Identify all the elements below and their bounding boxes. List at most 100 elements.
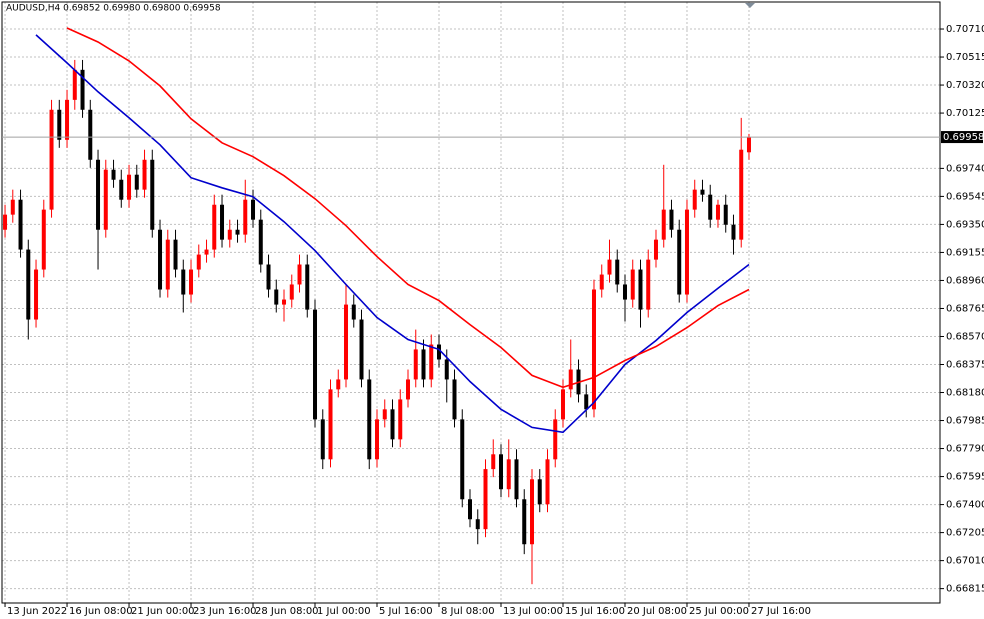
candle-body	[568, 369, 573, 390]
shift-marker	[745, 3, 755, 8]
candle-body	[638, 269, 643, 310]
candle-body	[336, 379, 341, 390]
candle-body	[297, 264, 302, 285]
candle-body	[196, 254, 201, 270]
candle-body	[227, 229, 232, 240]
moving-average	[66, 27, 750, 389]
x-tick-label: 28 Jun 08:00	[255, 606, 319, 617]
candle-body	[460, 419, 465, 500]
x-tick-label: 25 Jul 00:00	[689, 606, 749, 617]
candle-body	[475, 519, 480, 530]
candle-body	[622, 284, 627, 300]
x-tick-label: 16 Jun 08:00	[69, 606, 133, 617]
candle-body	[723, 204, 728, 225]
plot-frame	[1, 1, 941, 604]
y-tick-label: 0.70515	[946, 52, 984, 63]
candle-body	[390, 409, 395, 440]
y-tick-label: 0.68960	[946, 275, 984, 286]
x-tick-label: 27 Jul 16:00	[751, 606, 811, 617]
candle-body	[220, 204, 225, 240]
candle-body	[545, 459, 550, 505]
candle-body	[560, 389, 565, 420]
candle-body	[677, 229, 682, 295]
x-tick-label: 21 Jun 00:00	[131, 606, 195, 617]
candle-body	[398, 399, 403, 440]
candle-body	[615, 259, 620, 285]
candle-body	[506, 459, 511, 490]
y-tick-label: 0.69155	[946, 247, 984, 258]
candle-body	[700, 189, 705, 195]
candle-body	[429, 344, 434, 380]
candle-body	[684, 209, 689, 295]
candle-body	[351, 304, 356, 320]
candle-body	[173, 239, 178, 270]
candle-body	[119, 179, 124, 200]
candle-body	[212, 204, 217, 250]
candle-body	[553, 419, 558, 460]
candle-body	[49, 109, 54, 210]
candle-body	[127, 174, 132, 200]
y-tick-label: 0.68765	[946, 303, 984, 314]
candle-body	[599, 274, 604, 290]
candle-body	[406, 379, 411, 400]
candle-body	[367, 379, 372, 460]
x-tick-label: 20 Jul 08:00	[627, 606, 687, 617]
candle-body	[181, 269, 186, 295]
candle-body	[715, 204, 720, 220]
candle-body	[739, 149, 744, 240]
candle-body	[274, 289, 279, 305]
candle-body	[630, 269, 635, 300]
candle-body	[498, 454, 503, 490]
y-tick-label: 0.69350	[946, 219, 984, 230]
y-tick-label: 0.67205	[946, 528, 984, 539]
candle-body	[731, 224, 736, 240]
candle-body	[452, 379, 457, 420]
candle-body	[111, 169, 116, 180]
current-price-box	[941, 131, 983, 144]
x-tick-label: 13 Jun 2022	[7, 606, 67, 617]
x-tick-label: 5 Jul 16:00	[379, 606, 433, 617]
candle-body	[344, 304, 349, 380]
candle-body	[57, 109, 62, 140]
marks	[3, 27, 751, 585]
candle-body	[150, 159, 155, 230]
candle-body	[10, 199, 15, 215]
candle-body	[468, 499, 472, 520]
candle-body	[41, 209, 46, 270]
candle-body	[692, 189, 697, 210]
candle-body	[158, 229, 163, 290]
candle-body	[514, 459, 519, 500]
candle-body	[607, 259, 612, 275]
candle-body	[437, 344, 442, 360]
candle-body	[165, 239, 170, 290]
candle-body	[142, 159, 147, 190]
chart-header: AUDUSD,H4 0.69852 0.69980 0.69800 0.6995…	[6, 4, 221, 14]
candle-body	[313, 309, 318, 420]
candle-body	[320, 419, 325, 460]
candle-body	[235, 229, 240, 235]
candle-body	[708, 194, 713, 220]
candle-body	[72, 69, 77, 100]
candle-body	[375, 419, 380, 460]
candle-body	[646, 259, 651, 310]
moving-average	[35, 34, 750, 434]
y-tick-label: 0.69545	[946, 191, 984, 202]
candle-body	[103, 169, 108, 230]
candle-body	[746, 137, 751, 153]
y-tick-label: 0.67985	[946, 416, 984, 427]
y-tick-label: 0.70320	[946, 80, 984, 91]
y-tick-label: 0.67595	[946, 472, 984, 483]
candle-body	[80, 69, 85, 110]
candle-body	[421, 349, 426, 380]
candle-body	[584, 394, 589, 410]
candle-body	[258, 219, 263, 265]
y-tick-label: 0.67400	[946, 500, 984, 511]
y-tick-label: 0.68570	[946, 331, 984, 342]
candle-body	[204, 249, 209, 255]
candle-body	[669, 209, 674, 230]
candle-body	[529, 479, 534, 545]
x-tick-label: 1 Jul 00:00	[317, 606, 371, 617]
candle-body	[251, 199, 256, 220]
